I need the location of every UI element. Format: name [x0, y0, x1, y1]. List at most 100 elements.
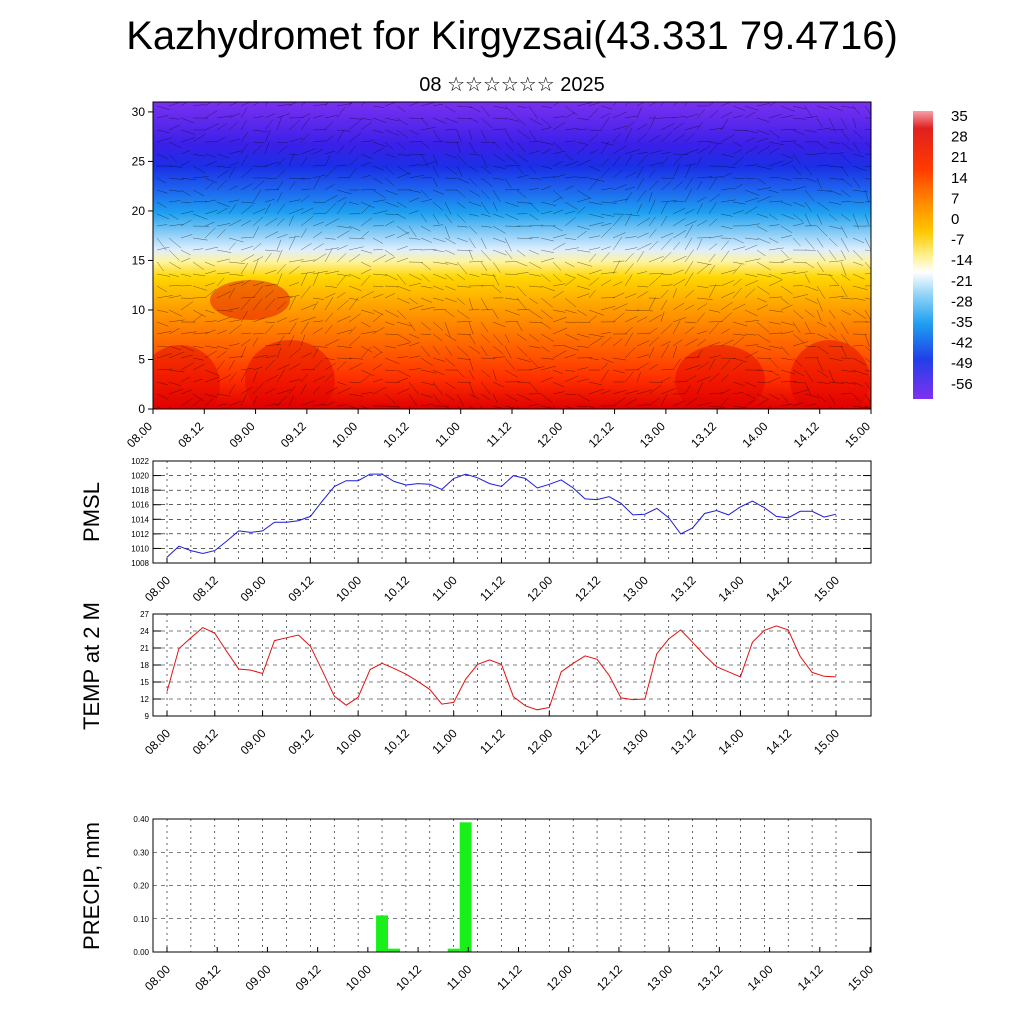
heatmap-xtick-label: 09.00 — [227, 419, 258, 450]
wind-barb — [312, 140, 326, 143]
pmsl-xtick-label: 08.00 — [142, 573, 173, 604]
heatmap-xtick-label: 08.12 — [175, 419, 206, 450]
wind-barb — [384, 309, 399, 318]
wind-barb — [504, 285, 516, 288]
wind-barb — [528, 321, 543, 324]
wind-barb — [576, 249, 591, 253]
wind-barb — [228, 319, 242, 323]
wind-barb — [744, 309, 758, 317]
wind-barb — [624, 390, 639, 395]
wind-barb — [204, 199, 217, 203]
wind-barb — [768, 141, 784, 146]
wind-barb — [612, 155, 621, 167]
wind-barb — [600, 112, 611, 119]
wind-barb — [624, 120, 635, 131]
wind-barb — [744, 164, 758, 167]
wind-barb — [444, 141, 460, 144]
wind-barb — [504, 357, 516, 371]
wind-barb — [744, 351, 758, 359]
wind-barb — [840, 105, 856, 109]
wind-barb — [636, 332, 650, 335]
wind-barb — [288, 199, 301, 203]
wind-barb — [684, 224, 694, 239]
wind-barb — [660, 131, 673, 143]
wind-barb — [576, 230, 587, 239]
wind-barb — [492, 105, 508, 110]
wind-barb — [588, 107, 600, 119]
wind-barb — [420, 306, 435, 311]
wind-barb — [552, 344, 566, 347]
precip-xtick-label: 08.12 — [192, 962, 223, 993]
pmsl-frame — [152, 460, 872, 564]
wind-barb — [240, 155, 248, 167]
wind-barb — [336, 130, 345, 143]
wind-barb — [456, 177, 470, 184]
wind-barb — [252, 216, 264, 227]
wind-barb — [456, 333, 471, 335]
wind-barb — [252, 256, 264, 263]
wind-barb — [456, 129, 462, 143]
wind-barb — [420, 393, 433, 398]
wind-barb — [792, 186, 807, 191]
wind-barb — [348, 313, 361, 323]
wind-barb — [744, 197, 759, 203]
wind-barb — [456, 237, 468, 243]
wind-barb — [528, 357, 540, 369]
wind-barb — [636, 217, 651, 227]
wind-barb — [204, 329, 216, 335]
heatmap-xtick-label: 13.00 — [637, 419, 668, 450]
wind-barb — [756, 137, 769, 143]
colorbar-label: 21 — [951, 149, 968, 166]
wind-barb — [708, 355, 721, 359]
wind-barb — [864, 237, 871, 251]
wind-barb — [792, 271, 808, 275]
wind-barb — [792, 321, 801, 334]
heatmap-xtick-label: 12.00 — [534, 419, 565, 450]
wind-barb — [492, 285, 502, 293]
wind-barb — [804, 213, 811, 226]
wind-barb — [756, 213, 769, 218]
wind-barb — [156, 177, 167, 184]
wind-barb — [420, 237, 432, 243]
wind-barb — [840, 189, 851, 198]
wind-barb — [312, 376, 325, 383]
wind-barb — [720, 301, 734, 311]
wind-barb — [504, 105, 517, 117]
wind-barb — [396, 231, 410, 239]
wind-barb — [624, 326, 633, 335]
wind-barb — [456, 153, 467, 166]
wind-barb — [648, 240, 659, 251]
wind-barb — [660, 341, 671, 347]
wind-barb — [156, 295, 173, 299]
wind-barb — [648, 149, 663, 155]
wind-barb — [288, 236, 296, 251]
wind-barb — [648, 256, 664, 263]
wind-barb — [192, 357, 204, 361]
precip-bar — [388, 948, 400, 952]
wind-barb — [432, 369, 445, 376]
wind-barb — [684, 321, 697, 324]
wind-barb — [816, 345, 829, 355]
wind-barb — [384, 357, 400, 364]
wind-barb — [852, 105, 860, 115]
wind-barb — [816, 201, 830, 211]
wind-barb — [360, 249, 373, 254]
wind-barb — [516, 271, 529, 275]
wind-barb — [216, 351, 227, 359]
wind-barb — [408, 197, 420, 203]
wind-barb — [324, 362, 337, 371]
wind-barb — [504, 237, 512, 252]
wind-barb — [576, 102, 592, 107]
pmsl-xtick-label: 09.00 — [238, 573, 269, 604]
wind-barb — [684, 289, 695, 299]
wind-barb — [456, 201, 466, 209]
wind-barb — [744, 393, 756, 399]
wind-barb — [792, 117, 806, 120]
wind-barb — [564, 393, 576, 395]
wind-barb — [480, 381, 491, 395]
wind-barb — [768, 321, 781, 325]
wind-barb — [564, 176, 578, 179]
wind-barb — [576, 378, 589, 383]
wind-barb — [684, 237, 693, 251]
wind-barb — [276, 203, 286, 215]
